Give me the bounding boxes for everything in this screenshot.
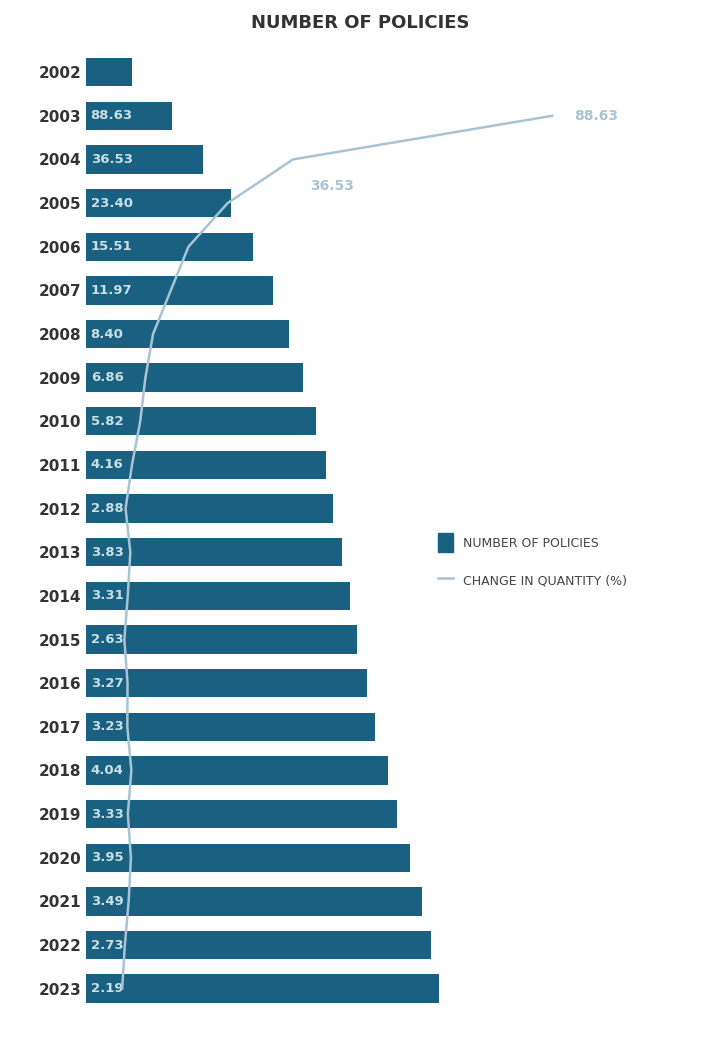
Text: 3.49: 3.49	[91, 894, 124, 908]
Text: 36.53: 36.53	[91, 153, 132, 166]
Bar	[86, 581, 351, 610]
Bar	[86, 320, 289, 348]
Legend: NUMBER OF POLICIES, CHANGE IN QUANTITY (%): NUMBER OF POLICIES, CHANGE IN QUANTITY (…	[432, 527, 634, 597]
Bar	[86, 146, 203, 174]
Text: 2.88: 2.88	[91, 502, 124, 515]
Bar	[86, 931, 431, 959]
Text: 8.40: 8.40	[91, 328, 124, 340]
Title: NUMBER OF POLICIES: NUMBER OF POLICIES	[251, 14, 469, 31]
Bar	[86, 974, 439, 1003]
Bar	[86, 669, 366, 698]
Text: 4.04: 4.04	[91, 764, 124, 777]
Text: 2.19: 2.19	[91, 982, 123, 995]
Text: 6.86: 6.86	[91, 371, 124, 384]
Text: 5.82: 5.82	[91, 415, 123, 427]
Bar	[86, 102, 172, 130]
Text: 4.16: 4.16	[91, 459, 124, 471]
Bar	[86, 233, 253, 261]
Bar	[86, 407, 316, 436]
Text: 23.40: 23.40	[91, 197, 132, 210]
Bar	[86, 450, 326, 479]
Text: 36.53: 36.53	[310, 179, 354, 192]
Bar	[86, 756, 387, 784]
Text: 3.23: 3.23	[91, 721, 124, 733]
Bar	[86, 538, 342, 567]
Bar	[86, 58, 132, 86]
Text: 3.31: 3.31	[91, 590, 124, 602]
Bar	[86, 277, 273, 305]
Bar	[86, 887, 422, 915]
Text: 88.63: 88.63	[574, 109, 618, 123]
Text: 2.63: 2.63	[91, 633, 124, 646]
Text: 2.73: 2.73	[91, 938, 123, 952]
Text: 3.95: 3.95	[91, 851, 123, 864]
Text: 3.33: 3.33	[91, 808, 124, 821]
Bar	[86, 843, 410, 872]
Bar	[86, 800, 397, 828]
Bar	[86, 189, 230, 217]
Text: 88.63: 88.63	[91, 109, 133, 123]
Text: 11.97: 11.97	[91, 284, 132, 296]
Text: 3.27: 3.27	[91, 677, 123, 690]
Bar	[86, 625, 357, 654]
Text: 15.51: 15.51	[91, 240, 132, 253]
Bar	[86, 712, 374, 740]
Bar	[86, 494, 333, 523]
Bar	[86, 363, 303, 392]
Text: 3.83: 3.83	[91, 546, 124, 558]
